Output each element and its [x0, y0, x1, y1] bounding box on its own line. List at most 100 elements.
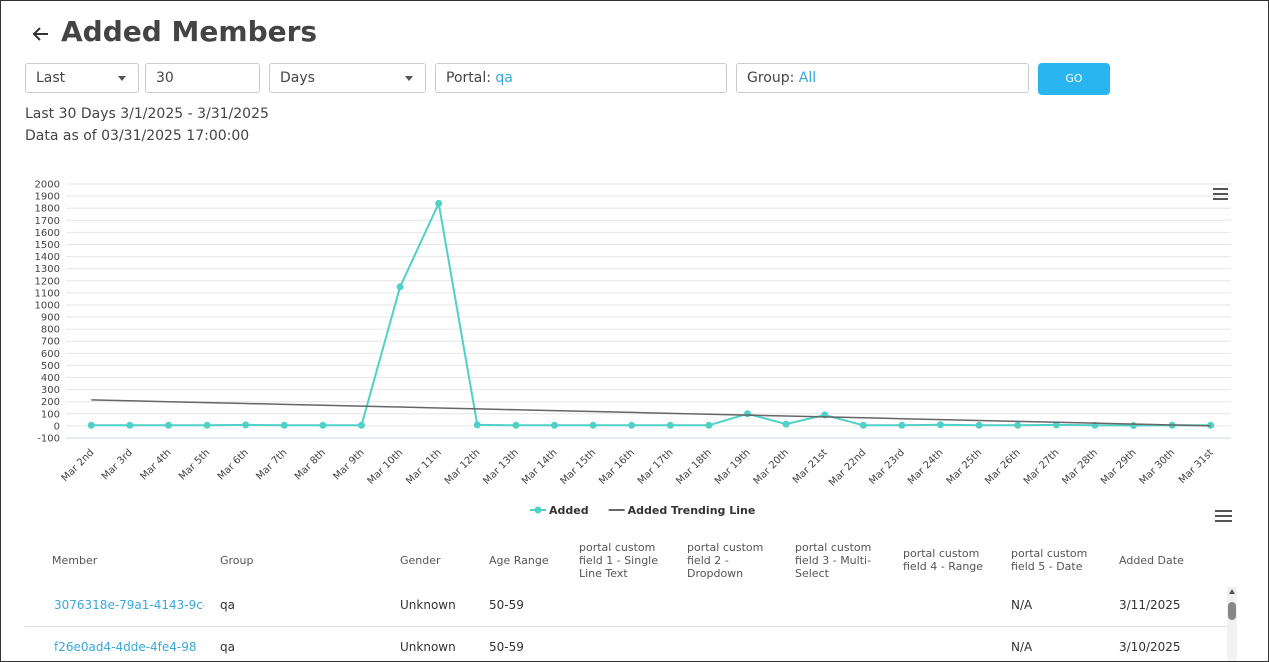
member-link[interactable]: 3076318e-79a1-4143-9c4	[54, 598, 204, 612]
point	[396, 283, 404, 291]
count-input[interactable]: 30	[145, 63, 260, 93]
x-tick-label: Mar 6th	[216, 447, 251, 482]
x-tick-label: Mar 17th	[636, 447, 676, 487]
period-select[interactable]: Last	[25, 63, 139, 93]
period-value: Last	[36, 70, 66, 86]
legend-item: Added Trending Line	[608, 504, 756, 517]
point	[898, 421, 906, 429]
point	[937, 421, 944, 429]
legend-marker	[534, 506, 542, 514]
x-tick-label: Mar 3rd	[100, 447, 135, 482]
member-link[interactable]: f26e0ad4-4dde-4fe4-98	[54, 640, 197, 654]
y-tick-label: 300	[41, 385, 60, 396]
x-tick-label: Mar 8th	[293, 447, 328, 482]
y-tick-label: 500	[41, 361, 60, 372]
point	[551, 421, 558, 429]
y-tick-label: 600	[41, 349, 60, 360]
x-tick-label: Mar 24th	[906, 447, 946, 487]
series-line	[91, 200, 1211, 427]
column-header: Gender	[400, 553, 441, 567]
point	[782, 420, 790, 428]
point	[435, 199, 443, 207]
group-select[interactable]: Group: All	[736, 63, 1029, 93]
go-button[interactable]: GO	[1038, 63, 1110, 95]
scrollbar[interactable]	[1227, 587, 1237, 661]
y-tick-label: 1700	[35, 216, 60, 227]
point	[358, 421, 365, 429]
chart-menu[interactable]	[1213, 188, 1228, 200]
x-tick-label: Mar 22nd	[827, 447, 868, 488]
x-tick-label: Mar 5th	[177, 447, 212, 482]
page-title: Added Members	[61, 15, 318, 48]
y-tick-label: 900	[41, 313, 60, 324]
data-as-of: Data as of 03/31/2025 17:00:00	[25, 128, 250, 144]
y-tick-label: 200	[41, 397, 60, 408]
x-tick-label: Mar 14th	[520, 447, 560, 487]
point	[1014, 421, 1022, 429]
y-tick-label: 1300	[35, 264, 60, 275]
cell: Unknown	[400, 598, 456, 612]
x-tick-label: Mar 31st	[1177, 447, 1216, 486]
legend-item: Added	[530, 504, 589, 517]
x-tick-label: Mar 16th	[597, 447, 637, 487]
y-tick-label: 1000	[35, 300, 60, 311]
x-tick-label: Mar 15th	[559, 447, 599, 487]
point	[319, 421, 327, 429]
x-tick-label: Mar 4th	[138, 447, 173, 482]
y-tick-label: 700	[41, 337, 60, 348]
point	[1130, 422, 1137, 430]
x-tick-label: Mar 20th	[752, 447, 792, 487]
x-tick-label: Mar 9th	[331, 447, 366, 482]
point	[242, 421, 250, 429]
cell: 3/11/2025	[1119, 598, 1181, 612]
x-tick-label: Mar 10th	[366, 447, 406, 487]
point	[87, 421, 95, 429]
x-tick-label: Mar 28th	[1060, 447, 1100, 487]
column-header: portal custom field 5 - Date	[1011, 547, 1088, 573]
point	[473, 421, 481, 429]
cell: 3/10/2025	[1119, 640, 1181, 654]
portal-value: qa	[495, 70, 513, 86]
x-tick-label: Mar 25th	[945, 447, 985, 487]
point	[628, 421, 636, 429]
legend-label: Added	[549, 504, 589, 517]
y-tick-label: 1200	[35, 276, 60, 287]
point	[165, 421, 172, 429]
point	[666, 421, 674, 429]
back-arrow[interactable]	[31, 25, 51, 43]
date-range: Last 30 Days 3/1/2025 - 3/31/2025	[25, 106, 269, 122]
x-tick-label: Mar 23rd	[867, 447, 907, 487]
point	[859, 421, 867, 429]
y-tick-label: 1800	[35, 204, 60, 215]
cell: N/A	[1011, 640, 1033, 654]
y-tick-label: 800	[41, 325, 60, 336]
portal-select[interactable]: Portal: qa	[435, 63, 727, 93]
column-header: portal custom field 1 - Single Line Text	[579, 540, 659, 580]
table-menu[interactable]	[1215, 509, 1233, 523]
y-tick-label: 400	[41, 373, 60, 384]
cell: Unknown	[400, 640, 456, 654]
column-header: Member	[52, 553, 98, 567]
x-tick-label: Mar 27th	[1022, 447, 1062, 487]
y-tick-label: 1600	[35, 228, 60, 239]
column-header: portal custom field 4 - Range	[903, 547, 984, 573]
point	[705, 421, 713, 429]
y-tick-label: 1500	[35, 240, 60, 251]
point	[126, 421, 134, 429]
group-value: All	[798, 70, 817, 86]
legend-label: Added Trending Line	[628, 504, 756, 517]
y-tick-label: 1400	[35, 252, 60, 263]
column-header: Added Date	[1119, 553, 1184, 567]
x-tick-label: Mar 7th	[254, 447, 289, 482]
y-tick-label: 1900	[35, 192, 60, 203]
point	[1052, 421, 1060, 429]
x-tick-label: Mar 30th	[1138, 447, 1178, 487]
portal-label: Portal:	[446, 70, 491, 86]
point	[975, 421, 983, 429]
row-divider	[25, 626, 1227, 627]
unit-select[interactable]: Days	[269, 63, 426, 93]
y-tick-label: 1100	[35, 288, 60, 299]
x-tick-label: Mar 21st	[791, 447, 830, 486]
